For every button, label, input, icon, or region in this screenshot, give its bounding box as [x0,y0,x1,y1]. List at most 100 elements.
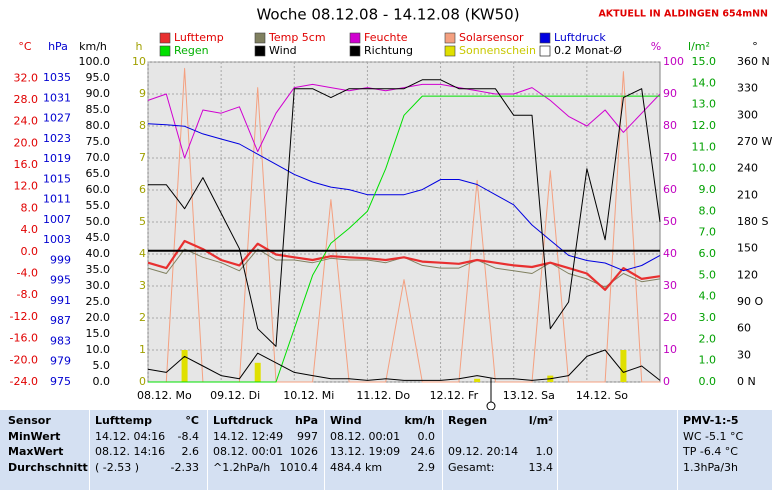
y-tick-label: 60.0 [86,183,111,196]
y-tick-label: 10 [132,55,146,68]
y-tick-label: 8.0 [21,201,39,214]
table-header: Wind [330,414,362,427]
y-tick-label: 9.0 [699,183,717,196]
y-tick-label: 210 [737,188,758,201]
y-tick-label: 7 [139,151,146,164]
table-cell: 1026 [290,445,318,458]
legend-swatch [159,32,171,44]
y-tick-label: 55.0 [86,199,111,212]
y-tick-label: 120 [737,268,758,281]
bar [620,350,627,382]
note: AKTUELL IN ALDINGEN 654mNN [598,9,768,20]
x-tick-label: 11.12. Do [356,389,410,402]
y-tick-label: 12.0 [14,180,39,193]
y-tick-label: 999 [50,253,71,266]
axis-unit: °C [18,40,32,53]
legend-label: Richtung [364,44,413,57]
series-line [147,239,661,291]
axis-unit: l/m² [688,40,710,53]
y-tick-label: 70 [663,151,677,164]
table-cell: TP -6.4 °C [683,445,738,458]
y-tick-label: 1035 [43,71,71,84]
legend-label: Wind [269,44,297,57]
table-cell: 14.12. 12:49 [213,429,284,443]
legend-label: Luftdruck [554,31,606,44]
y-tick-label: 995 [50,274,71,287]
table-header: km/h [404,414,435,427]
y-tick-label: 90 O [737,295,763,308]
legend-label: Feuchte [364,31,408,44]
y-tick-label: 0.0 [21,245,39,258]
y-tick-label: 10 [663,343,677,356]
y-tick-label: 25.0 [86,295,111,308]
chart-title: Woche 08.12.08 - 14.12.08 (KW50) [256,6,519,24]
row-label: MinWert [8,429,61,443]
legend-swatch [444,32,456,44]
y-tick-label: 10.0 [692,162,717,175]
table-header: Luftdruck [213,414,273,427]
series-line [147,83,661,159]
y-tick-label: -12.0 [10,310,38,323]
y-tick-label: 30.0 [86,279,111,292]
y-tick-label: 100 [663,55,684,68]
y-tick-label: 1027 [43,112,71,125]
column-separator [677,410,678,490]
y-tick-label: 100.0 [79,55,111,68]
legend-label: Lufttemp [174,31,224,44]
legend-label: Regen [174,44,209,57]
chart: Woche 08.12.08 - 14.12.08 (KW50) AKTUELL… [10,6,772,410]
x-tick-label: 14.12. So [576,389,628,402]
table-cell: ( -2.53 ) [95,460,140,474]
table-header: Regen [448,414,488,427]
y-tick-label: 30 [663,279,677,292]
table-header: Sensor [8,414,51,427]
y-tick-label: 20.0 [14,136,39,149]
axis-unit: % [651,40,661,53]
table-cell: 08.12. 00:01 [330,429,401,443]
axis-unit: h [136,40,143,53]
y-tick-label: 1019 [43,152,71,165]
y-tick-label: 10.0 [86,343,111,356]
column-separator [557,410,558,490]
y-tick-label: 1 [139,343,146,356]
y-tick-label: 1031 [43,91,71,104]
y-tick-label: 75.0 [86,135,111,148]
y-tick-label: 15.0 [692,55,717,68]
y-tick-label: 2.0 [699,332,717,345]
legend-swatch [159,45,171,57]
y-tick-label: 979 [50,355,71,368]
y-tick-label: 0.0 [699,375,717,388]
y-tick-label: -24.0 [10,375,38,388]
bar [254,362,261,382]
column-separator [442,410,443,490]
legend-label: Sonnenschein [459,44,536,57]
table-cell: 1010.4 [279,460,319,474]
x-tick-label: 13.12. Sa [503,389,555,402]
table-cell: Gesamt: [448,460,495,474]
y-tick-label: 5 [139,215,146,228]
y-tick-label: 3 [139,279,146,292]
y-tick-label: 270 W [737,135,772,148]
x-tick-label: 09.12. Di [210,389,260,402]
y-tick-label: 13.0 [692,98,717,111]
y-tick-label: 80 [663,119,677,132]
table-header: l/m² [528,414,553,427]
y-tick-label: 4 [139,247,146,260]
y-tick-label: 95.0 [86,71,111,84]
y-tick-label: 991 [50,294,71,307]
y-tick-label: 4.0 [21,223,39,236]
y-tick-label: 8 [139,119,146,132]
x-tick-label: 12.12. Fr [430,389,479,402]
table-cell: -2.33 [170,460,199,474]
y-tick-label: 11.0 [692,140,717,153]
legend-swatch [349,45,361,57]
y-tick-label: 32.0 [14,71,39,84]
table-cell: WC -5.1 °C [683,429,744,443]
y-tick-label: 0 N [737,375,756,388]
bar [181,350,188,382]
table-header: hPa [294,414,318,427]
legend-swatch [539,32,551,44]
y-tick-label: -20.0 [10,353,38,366]
y-tick-label: 3.0 [699,311,717,324]
